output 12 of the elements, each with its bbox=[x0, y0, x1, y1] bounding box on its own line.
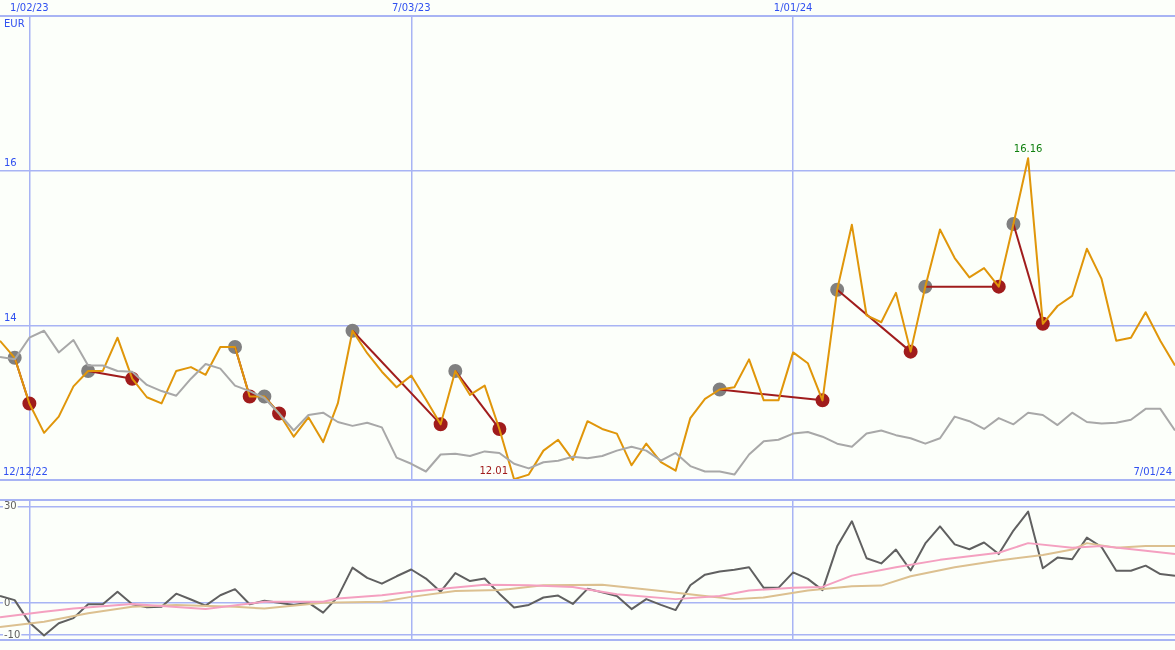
annotation: 12.01 bbox=[479, 464, 509, 476]
x-tick-label: 1/02/23 bbox=[10, 1, 49, 13]
y-tick-label: 30 bbox=[4, 500, 17, 512]
annotation: 12/12/22 bbox=[3, 465, 48, 477]
y-axis-title: EUR bbox=[4, 17, 25, 29]
annotation: 7/01/24 bbox=[1133, 465, 1172, 477]
x-tick-label: 7/03/23 bbox=[391, 1, 431, 13]
x-tick-label: 1/01/24 bbox=[773, 1, 813, 13]
annotation: 16.16 bbox=[1013, 142, 1043, 154]
y-tick-label: -10 bbox=[4, 628, 21, 640]
y-tick-label: 14 bbox=[4, 311, 17, 323]
y-tick-label: 16 bbox=[4, 157, 17, 169]
